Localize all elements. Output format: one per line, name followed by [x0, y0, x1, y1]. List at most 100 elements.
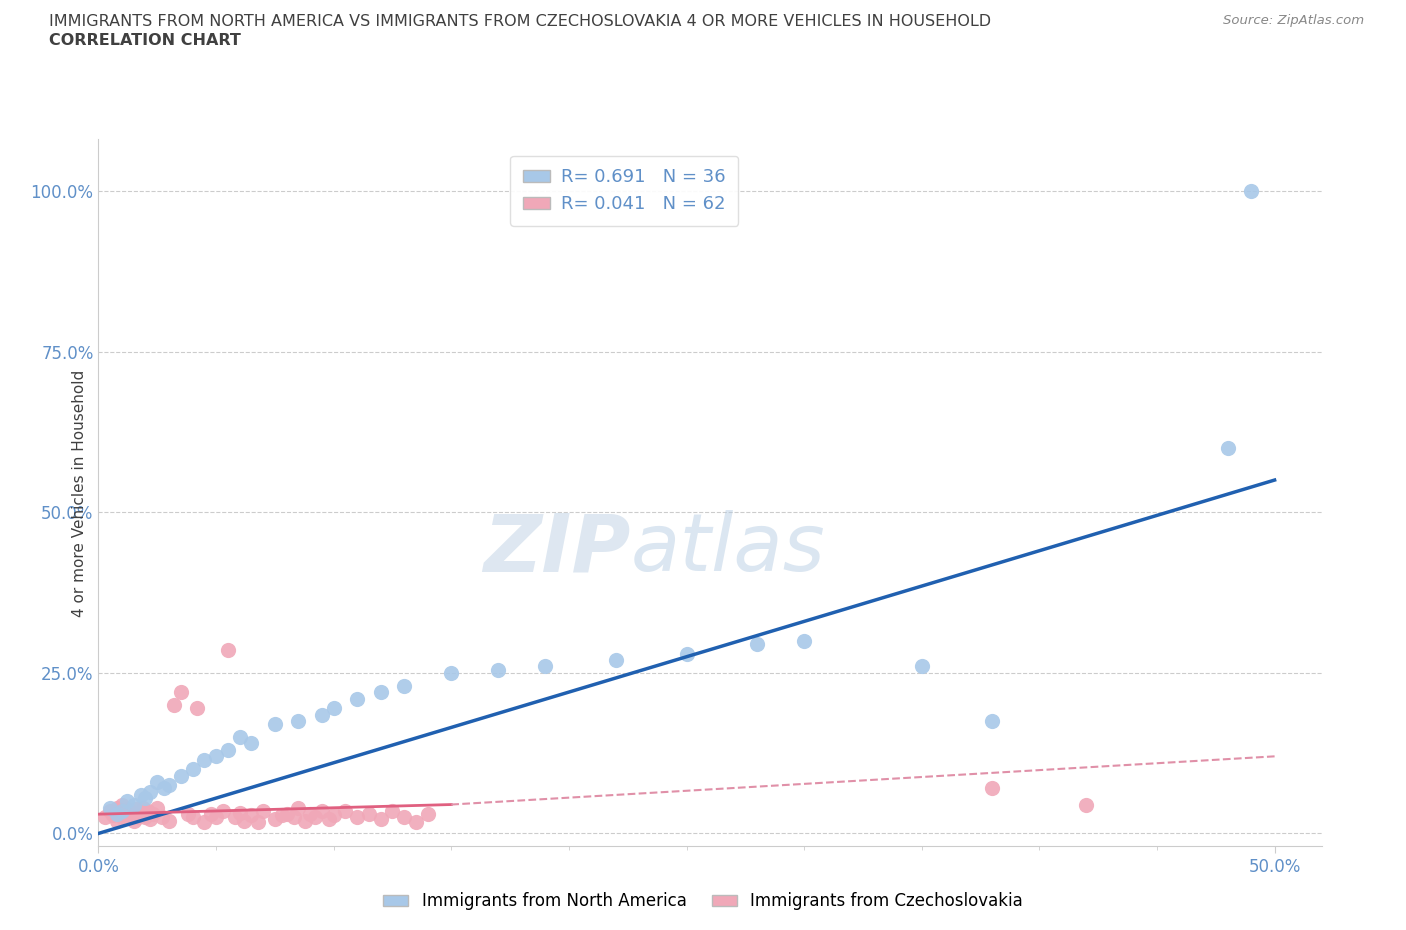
Point [108, 804, 131, 818]
Point [228, 805, 250, 820]
Point [193, 815, 215, 830]
Point [98, 804, 121, 818]
Point [318, 812, 340, 827]
Point [212, 804, 235, 818]
Point [150, 810, 173, 825]
Point [486, 662, 509, 677]
Point [101, 808, 124, 823]
Text: Source: ZipAtlas.com: Source: ZipAtlas.com [1223, 14, 1364, 27]
Point [112, 806, 135, 821]
Point [146, 801, 169, 816]
Point [115, 802, 138, 817]
Point [745, 636, 768, 651]
Point [111, 804, 134, 818]
Point [115, 794, 138, 809]
Point [122, 797, 145, 812]
Point [981, 713, 1004, 728]
Point [105, 806, 128, 821]
Legend: Immigrants from North America, Immigrants from Czechoslovakia: Immigrants from North America, Immigrant… [377, 885, 1029, 917]
Point [181, 810, 204, 825]
Point [981, 781, 1004, 796]
Legend: R= 0.691   N = 36, R= 0.041   N = 62: R= 0.691 N = 36, R= 0.041 N = 62 [510, 155, 738, 226]
Point [104, 805, 127, 820]
Point [105, 813, 128, 828]
Point [205, 749, 228, 764]
Point [139, 784, 162, 799]
Point [357, 806, 380, 821]
Point [270, 808, 294, 823]
Point [263, 717, 285, 732]
Point [322, 700, 344, 715]
Point [252, 804, 274, 818]
Point [322, 808, 344, 823]
Point [416, 806, 439, 821]
Point [118, 808, 141, 823]
Point [346, 691, 368, 706]
Point [294, 813, 316, 828]
Point [132, 801, 155, 816]
Point [170, 768, 193, 783]
Point [311, 707, 333, 722]
Point [335, 804, 357, 818]
Point [405, 815, 427, 830]
Point [111, 810, 134, 825]
Point [181, 762, 204, 777]
Point [217, 742, 239, 757]
Point [1076, 797, 1098, 812]
Point [311, 804, 333, 818]
Point [105, 801, 128, 816]
Point [193, 752, 215, 767]
Point [392, 810, 416, 825]
Point [153, 781, 176, 796]
Point [136, 804, 159, 818]
Point [157, 777, 180, 792]
Point [129, 805, 152, 820]
Point [440, 665, 463, 680]
Y-axis label: 4 or more Vehicles in Household: 4 or more Vehicles in Household [72, 369, 87, 617]
Point [263, 812, 285, 827]
Point [224, 810, 246, 825]
Point [240, 736, 263, 751]
Text: IMMIGRANTS FROM NORTH AMERICA VS IMMIGRANTS FROM CZECHOSLOVAKIA 4 OR MORE VEHICL: IMMIGRANTS FROM NORTH AMERICA VS IMMIGRA… [49, 14, 991, 29]
Point [299, 806, 322, 821]
Point [304, 810, 326, 825]
Point [129, 788, 152, 803]
Point [139, 812, 162, 827]
Point [233, 813, 256, 828]
Point [127, 810, 149, 825]
Point [276, 806, 298, 821]
Point [94, 810, 117, 825]
Point [392, 678, 416, 693]
Point [146, 775, 169, 790]
Point [134, 790, 156, 805]
Point [200, 806, 222, 821]
Point [98, 801, 121, 816]
Point [793, 633, 815, 648]
Point [1216, 441, 1239, 456]
Point [240, 808, 263, 823]
Point [122, 813, 145, 828]
Point [370, 812, 392, 827]
Point [141, 806, 163, 821]
Point [157, 813, 180, 828]
Point [287, 713, 309, 728]
Point [247, 815, 270, 830]
Text: ZIP: ZIP [484, 511, 630, 589]
Point [911, 659, 934, 674]
Point [605, 653, 627, 668]
Point [1240, 183, 1263, 198]
Point [186, 700, 208, 715]
Point [287, 801, 309, 816]
Point [111, 797, 134, 812]
Point [346, 810, 368, 825]
Point [163, 698, 186, 712]
Point [534, 659, 557, 674]
Point [381, 804, 404, 818]
Point [370, 684, 392, 699]
Point [134, 810, 156, 825]
Point [205, 810, 228, 825]
Point [170, 684, 193, 699]
Point [217, 643, 239, 658]
Text: CORRELATION CHART: CORRELATION CHART [49, 33, 240, 47]
Point [177, 806, 200, 821]
